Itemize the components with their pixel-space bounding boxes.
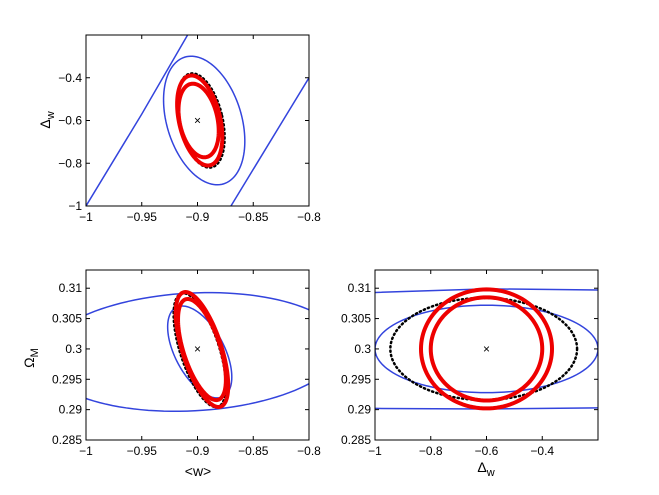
y-tick-label: 0.3 xyxy=(354,342,371,356)
x-tick-label: −1 xyxy=(79,444,93,458)
y-tick-label: 0.29 xyxy=(348,403,372,417)
y-tick-label: 0.285 xyxy=(341,433,371,447)
y-axis-label-main: Δ xyxy=(37,119,53,128)
x-tick-label: −1 xyxy=(368,444,382,458)
x-axis-label-sub: w xyxy=(486,467,495,479)
contour-1 xyxy=(230,77,309,206)
fiducial-marker: × xyxy=(194,342,201,356)
y-axis-label-main: Ω xyxy=(21,357,37,367)
x-axis-label-main: Δ xyxy=(477,459,486,475)
y-tick-label: 0.31 xyxy=(348,281,372,295)
x-axis-label: Δw xyxy=(477,459,494,479)
y-tick-label: 0.295 xyxy=(52,372,82,386)
panel-omega-vs-delta: × −1 −0.8 −0.6 −0.4 0.285 0.29 0.295 0.3 0.305 0.… xyxy=(341,269,599,479)
x-tick-label: −0.85 xyxy=(238,210,269,224)
y-tick-label: 0.31 xyxy=(59,281,83,295)
y-tick-label: −0.6 xyxy=(58,114,82,128)
x-tick-label: −0.8 xyxy=(419,444,443,458)
y-axis-label-sub: M xyxy=(29,348,41,357)
x-tick-label: −1 xyxy=(79,210,93,224)
contour-5 xyxy=(428,295,545,403)
y-tick-label: −0.8 xyxy=(58,156,82,170)
fiducial-layer: × xyxy=(483,342,490,356)
contour-2 xyxy=(162,55,246,186)
x-tick-label: −0.8 xyxy=(297,210,321,224)
contour-4 xyxy=(176,296,228,403)
contour-0 xyxy=(86,291,309,413)
y-axis-label: Δw xyxy=(37,111,57,128)
y-tick-label: 0.305 xyxy=(341,312,371,326)
fiducial-layer: × xyxy=(194,114,201,128)
tick-layer: −1 −0.95 −0.9 −0.85 −0.8 0.285 0.29 0.295 0.3 0.3… xyxy=(52,270,321,458)
y-tick-label: 0.3 xyxy=(65,342,82,356)
x-tick-label: −0.85 xyxy=(238,444,269,458)
panel-omega-vs-w: × −1 −0.95 −0.9 −0.85 −0.80.2850.290.2950.30… xyxy=(21,269,321,479)
panel-delta-vs-w: × −1 −0.95 −0.9 −0.85 −0.8 −1 −0.8 −0.6 −0.4 Δw xyxy=(37,34,321,224)
contour-0 xyxy=(86,35,189,206)
y-tick-label: 0.295 xyxy=(341,372,371,386)
y-tick-label: −1 xyxy=(68,199,82,213)
contour-layer xyxy=(375,287,598,411)
y-axis-label-sub: w xyxy=(45,111,57,120)
x-tick-label: −0.95 xyxy=(127,210,158,224)
y-tick-label: 0.285 xyxy=(52,433,82,447)
contour-4 xyxy=(418,287,555,411)
y-tick-label: 0.305 xyxy=(52,312,82,326)
y-axis-label: ΩM xyxy=(21,348,41,368)
x-tick-label: −0.9 xyxy=(186,444,210,458)
x-tick-label: −0.4 xyxy=(530,444,554,458)
x-tick-label: −0.6 xyxy=(475,444,499,458)
x-tick-label: −0.95 xyxy=(127,444,158,458)
contour-2 xyxy=(172,291,228,409)
contour-5 xyxy=(176,81,221,160)
fiducial-marker: × xyxy=(194,114,201,128)
x-tick-label: −0.8 xyxy=(297,444,321,458)
x-axis-label: <w> xyxy=(185,463,211,479)
y-tick-label: −0.4 xyxy=(58,71,82,85)
x-tick-label: −0.9 xyxy=(186,210,210,224)
contour-layer xyxy=(86,35,309,206)
tick-layer: −1 −0.8 −0.6 −0.4 0.285 0.29 0.295 0.3 0.305 0.31 xyxy=(341,270,598,458)
fiducial-marker: × xyxy=(483,342,490,356)
fiducial-layer: × xyxy=(194,342,201,356)
y-tick-label: 0.29 xyxy=(59,403,83,417)
contour-2 xyxy=(375,304,598,394)
contour-layer xyxy=(86,290,309,413)
contour-1 xyxy=(166,305,233,399)
tick-layer: −1 −0.95 −0.9 −0.85 −0.8 −1 −0.8 −0.6 −0.4 xyxy=(58,35,321,224)
